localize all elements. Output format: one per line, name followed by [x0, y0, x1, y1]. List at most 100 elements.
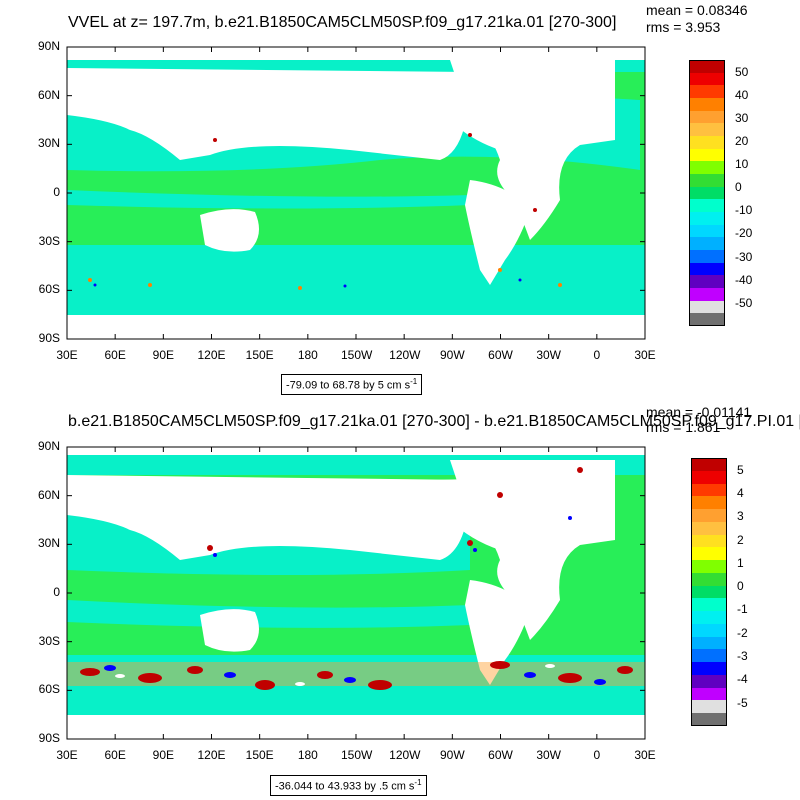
lat-label: 90N — [37, 439, 60, 453]
colorbar-swatch — [689, 199, 725, 212]
lon-label: 180 — [297, 348, 318, 362]
colorbar-swatch — [689, 60, 725, 73]
panel1-tick-marks — [66, 46, 646, 340]
colorbar-swatch — [691, 611, 727, 624]
lat-label: 0 — [53, 185, 60, 199]
lat-label: 60S — [38, 282, 60, 297]
colorbar-label: -50 — [735, 295, 753, 310]
lat-label: 60N — [37, 487, 60, 502]
colorbar-swatch — [689, 313, 725, 326]
colorbar-swatch — [689, 148, 725, 162]
colorbar-swatch — [691, 521, 727, 535]
lon-label: 150E — [245, 748, 274, 762]
lon-label: 30W — [536, 748, 561, 762]
colorbar-swatch — [689, 262, 725, 276]
lat-label: 30S — [38, 633, 60, 648]
panel1-rms: rms = 3.953 — [646, 19, 721, 35]
panel2-southern-anomalies — [67, 661, 645, 690]
colorbar-label: 50 — [735, 64, 749, 79]
panel2-mean: mean = -0.01141 — [646, 404, 752, 420]
colorbar-label: -4 — [737, 672, 748, 687]
colorbar-label: -20 — [735, 226, 753, 241]
colorbar-swatch — [691, 509, 727, 522]
panel1-landmass-africa — [450, 60, 615, 240]
colorbar-swatch — [691, 674, 727, 688]
panel2-landmass-antarctica — [67, 715, 645, 722]
colorbar-swatch — [689, 123, 725, 136]
lat-label: 30N — [37, 136, 60, 151]
lat-label: 90S — [38, 331, 60, 345]
lon-label: 60E — [104, 348, 126, 362]
colorbar-swatch — [691, 534, 727, 548]
panel2-landmass-australia — [200, 609, 259, 652]
panel1-landmass-australia — [200, 209, 259, 252]
colorbar-swatch — [691, 636, 727, 650]
panel2-colorbar — [691, 458, 727, 726]
colorbar-swatch — [689, 300, 725, 314]
colorbar-label: -40 — [735, 272, 753, 287]
lat-label: 30N — [37, 536, 60, 551]
colorbar-label: 3 — [737, 509, 744, 524]
lon-label: 150W — [341, 748, 373, 762]
colorbar-swatch — [691, 713, 727, 726]
lon-label: 60W — [488, 748, 513, 762]
colorbar-swatch — [689, 174, 725, 187]
colorbar-swatch — [689, 212, 725, 225]
lon-label: 30E — [56, 748, 78, 762]
lon-label: 60E — [104, 748, 126, 762]
colorbar-swatch — [691, 547, 727, 561]
panel2-map — [66, 446, 646, 740]
panel2-landmass-south-america — [465, 580, 530, 685]
panel1-map-fill — [67, 47, 645, 339]
colorbar-label: -30 — [735, 249, 753, 264]
lat-label: 90N — [37, 39, 60, 53]
colorbar-swatch — [689, 110, 725, 124]
colorbar-swatch — [691, 700, 727, 714]
lon-label: 90W — [439, 748, 465, 762]
colorbar-swatch — [689, 186, 725, 200]
panel2-map-fill — [67, 447, 645, 739]
colorbar-swatch — [689, 250, 725, 263]
panel2-landmass-eurasia — [67, 475, 470, 560]
panel2-range-box: -36.044 to 43.933 by .5 cm s-1 — [270, 775, 427, 796]
lon-label: 120W — [389, 348, 421, 362]
colorbar-swatch — [689, 98, 725, 111]
lon-label: 120E — [197, 348, 226, 362]
lat-label: 60S — [38, 682, 60, 697]
panel1-title: VVEL at z= 197.7m, b.e21.B1850CAM5CLM50S… — [68, 14, 617, 31]
colorbar-label: 4 — [737, 485, 744, 500]
colorbar-swatch — [691, 623, 727, 637]
colorbar-swatch — [689, 237, 725, 250]
panel2-range-unit-sup: -1 — [414, 778, 422, 787]
colorbar-label: 2 — [737, 532, 744, 547]
colorbar-swatch — [691, 687, 727, 701]
panel1-range-text: -79.09 to 68.78 by 5 cm s — [286, 379, 411, 392]
colorbar-label: 0 — [737, 579, 744, 594]
lat-label: 0 — [53, 585, 60, 599]
colorbar-swatch — [689, 275, 725, 288]
colorbar-swatch — [691, 662, 727, 675]
panel1-colorbar — [689, 60, 725, 326]
lon-label: 180 — [297, 748, 318, 762]
colorbar-swatch — [691, 483, 727, 497]
colorbar-swatch — [689, 161, 725, 174]
panel1-mean: mean = 0.08346 — [646, 2, 748, 18]
colorbar-label: 1 — [737, 555, 744, 570]
colorbar-label: -3 — [737, 649, 748, 664]
panel2-rms: rms = 1.861 — [646, 419, 721, 435]
colorbar-swatch — [691, 470, 727, 484]
colorbar-label: -2 — [737, 625, 748, 640]
panel1-range-box: -79.09 to 68.78 by 5 cm s-1 — [281, 374, 423, 395]
lon-label: 90E — [152, 348, 174, 362]
colorbar-swatch — [691, 560, 727, 573]
colorbar-label: -10 — [735, 203, 753, 218]
panel2-tick-marks — [66, 446, 646, 740]
colorbar-swatch — [691, 585, 727, 599]
lat-label: 60N — [37, 87, 60, 102]
panel1-landmass-antarctica — [67, 315, 645, 322]
lon-label: 90E — [152, 748, 174, 762]
panel2-landmass-africa — [450, 460, 615, 640]
lat-label: 30S — [38, 233, 60, 248]
lon-label: 150E — [245, 348, 274, 362]
lon-label: 30E — [56, 348, 78, 362]
